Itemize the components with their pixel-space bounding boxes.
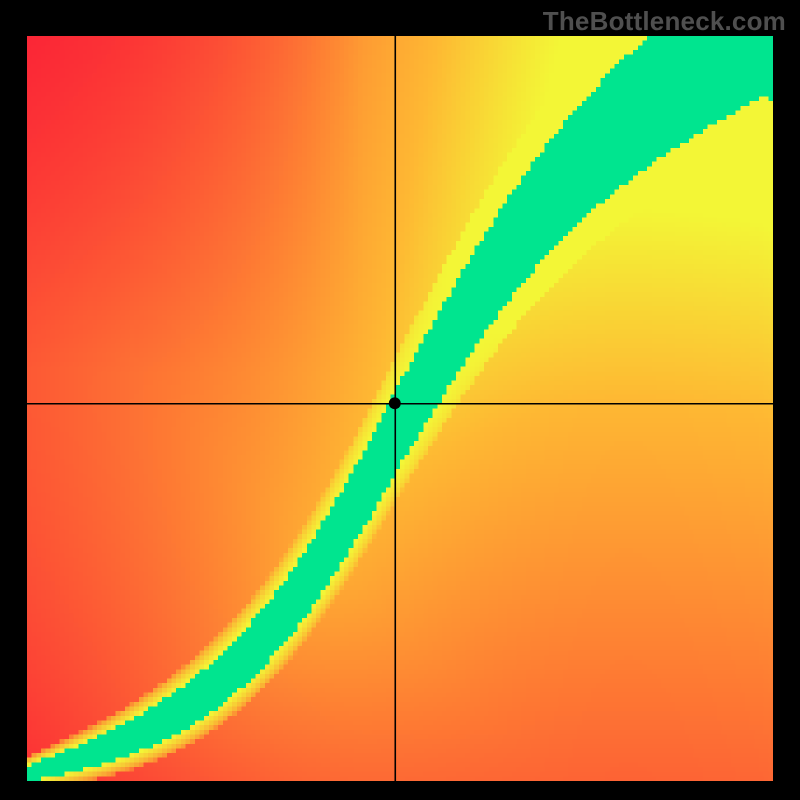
watermark: TheBottleneck.com <box>543 6 786 37</box>
plot-area <box>27 36 773 781</box>
overlay-canvas <box>27 36 773 781</box>
chart-root: TheBottleneck.com <box>0 0 800 800</box>
